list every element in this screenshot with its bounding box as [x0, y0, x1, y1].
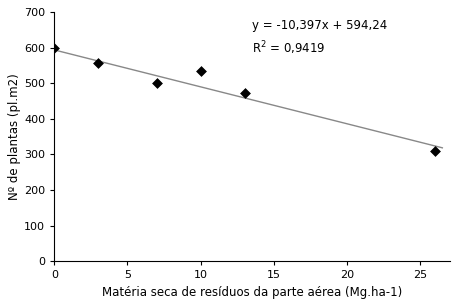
- Point: [94, 61, 102, 66]
- Point: [50, 45, 58, 50]
- Point: [241, 91, 248, 96]
- Y-axis label: Nº de plantas (pl.m2): Nº de plantas (pl.m2): [8, 73, 22, 200]
- Point: [153, 81, 160, 86]
- Text: y = -10,397x + 594,24: y = -10,397x + 594,24: [252, 19, 387, 33]
- Text: R$^2$ = 0,9419: R$^2$ = 0,9419: [252, 39, 326, 56]
- X-axis label: Matéria seca de resíduos da parte aérea (Mg.ha-1): Matéria seca de resíduos da parte aérea …: [102, 286, 402, 299]
- Point: [197, 69, 204, 74]
- Point: [431, 148, 439, 153]
